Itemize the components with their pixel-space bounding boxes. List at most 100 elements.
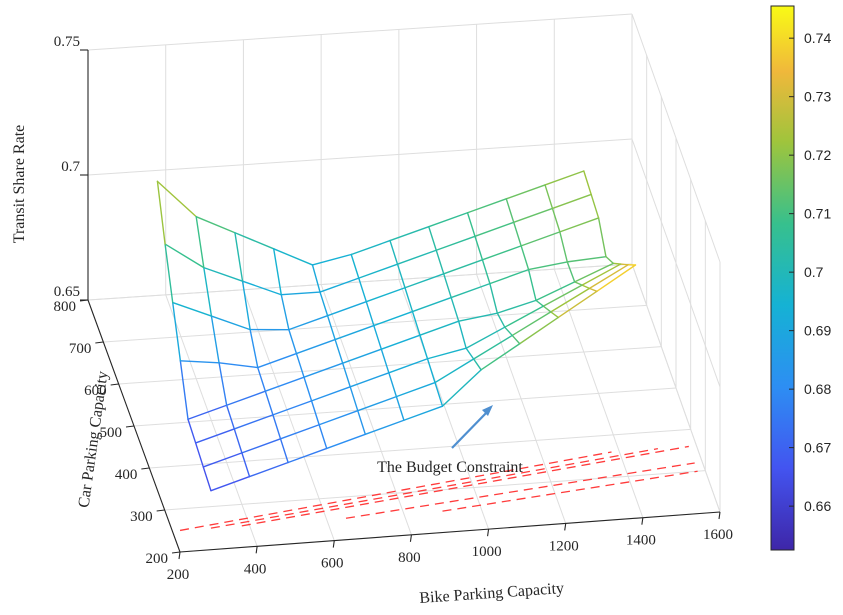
- surface-edge: [211, 316, 250, 330]
- surface-edge: [203, 453, 242, 467]
- x-tick-mark: [410, 535, 411, 542]
- back-grid-z: [88, 14, 632, 50]
- surface-edge: [351, 241, 390, 255]
- surface-edge: [312, 265, 320, 292]
- surface-edge: [436, 236, 475, 250]
- surface-edge: [497, 300, 536, 313]
- y-tick-label: 700: [69, 341, 92, 357]
- budget-constraint-line: [443, 471, 698, 511]
- surface-edge: [281, 425, 320, 439]
- x-tick-mark: [179, 552, 180, 559]
- surface-edge: [258, 368, 266, 392]
- annotation-text: The Budget Constraint: [377, 459, 523, 476]
- surface-edge: [396, 397, 404, 421]
- surface-edge: [589, 265, 628, 289]
- surface-edge: [304, 363, 343, 377]
- surface-edge: [381, 335, 420, 349]
- surface-edge: [521, 246, 528, 270]
- surface-edge: [474, 359, 481, 370]
- surface-edge: [482, 260, 489, 284]
- surface-edge: [389, 359, 428, 373]
- surface-edge: [589, 288, 596, 291]
- surface-edge: [219, 363, 227, 405]
- surface-edge: [351, 255, 359, 279]
- surface-edge: [444, 274, 451, 298]
- surface-edge: [350, 387, 358, 411]
- surface-edge: [560, 218, 599, 232]
- surface-edge: [505, 327, 512, 335]
- y-tick-mark: [111, 384, 119, 385]
- colorbar-gradient: [771, 6, 794, 550]
- surface-edge: [165, 244, 173, 302]
- surface-edge: [436, 250, 443, 274]
- surface-edge: [529, 270, 536, 301]
- surface-edge: [575, 282, 582, 285]
- y-tick-label: 300: [130, 509, 153, 525]
- surface-edge: [319, 425, 327, 449]
- x-tick-label: 400: [244, 561, 267, 577]
- surface-edge: [281, 295, 289, 330]
- x-tick-mark: [256, 546, 257, 553]
- z-tick-label: 0.65: [54, 284, 80, 300]
- annotation-arrow: [452, 410, 489, 448]
- x-tick-label: 1600: [703, 527, 733, 543]
- surface-edge: [599, 218, 606, 257]
- surface-edge: [468, 199, 507, 213]
- surface-edge: [173, 303, 212, 317]
- y-tick-label: 800: [54, 299, 77, 315]
- surface-edge: [274, 249, 313, 265]
- surface-edge: [435, 383, 443, 407]
- surface-edge: [545, 171, 584, 185]
- x-tick-label: 200: [167, 567, 190, 583]
- surface-edge: [188, 419, 196, 443]
- surface-edge: [420, 335, 428, 359]
- y-tick-label: 400: [115, 467, 138, 483]
- colorbar-tick-label: 0.74: [804, 30, 831, 46]
- surface-edge: [234, 429, 242, 453]
- x-tick-mark: [565, 523, 566, 530]
- x-axis-label: Bike Parking Capacity: [419, 580, 565, 607]
- colorbar-tick-label: 0.73: [804, 89, 831, 105]
- surface-edge: [413, 312, 421, 336]
- surface-edge: [312, 387, 351, 401]
- x-tick-label: 1000: [472, 544, 502, 560]
- surface-edge: [374, 312, 413, 326]
- colorbar-tick-label: 0.72: [804, 147, 831, 163]
- z-axis-label: Transit Share Rate: [11, 125, 28, 244]
- surface-edge: [312, 255, 351, 265]
- surface-edge: [328, 302, 367, 316]
- y-tick-mark: [126, 426, 134, 427]
- surface-edge: [289, 330, 297, 354]
- back-grid-z: [88, 139, 632, 175]
- surface-edge: [359, 264, 398, 278]
- surface-edge: [211, 477, 250, 491]
- surface-edge: [429, 227, 436, 251]
- surface-edge: [242, 439, 281, 453]
- surface-edge: [428, 348, 467, 359]
- surface-edge: [490, 284, 497, 314]
- surface-edge: [273, 401, 312, 415]
- surface-edge: [258, 354, 297, 368]
- surface-edge: [606, 257, 613, 264]
- surface-edge: [188, 405, 227, 419]
- surface-edge: [552, 194, 591, 208]
- surface-edge: [512, 335, 519, 343]
- surface-edge: [451, 298, 458, 322]
- colorbar-tick-label: 0.67: [804, 440, 831, 456]
- surface-edge: [227, 391, 266, 405]
- surface-edge: [265, 377, 304, 391]
- surface-edge: [265, 391, 273, 415]
- colorbar-tick-label: 0.7: [804, 264, 824, 280]
- x-tick-mark: [719, 512, 720, 519]
- surface-edge: [584, 171, 591, 194]
- x-tick-label: 600: [321, 556, 344, 572]
- surface-edge: [536, 300, 543, 306]
- surface-edge: [381, 349, 389, 373]
- colorbar-tick-label: 0.69: [804, 323, 831, 339]
- surface-edge: [196, 443, 204, 467]
- surface-edge: [335, 340, 343, 364]
- surface-edge: [506, 185, 545, 199]
- surface-edge: [405, 274, 444, 288]
